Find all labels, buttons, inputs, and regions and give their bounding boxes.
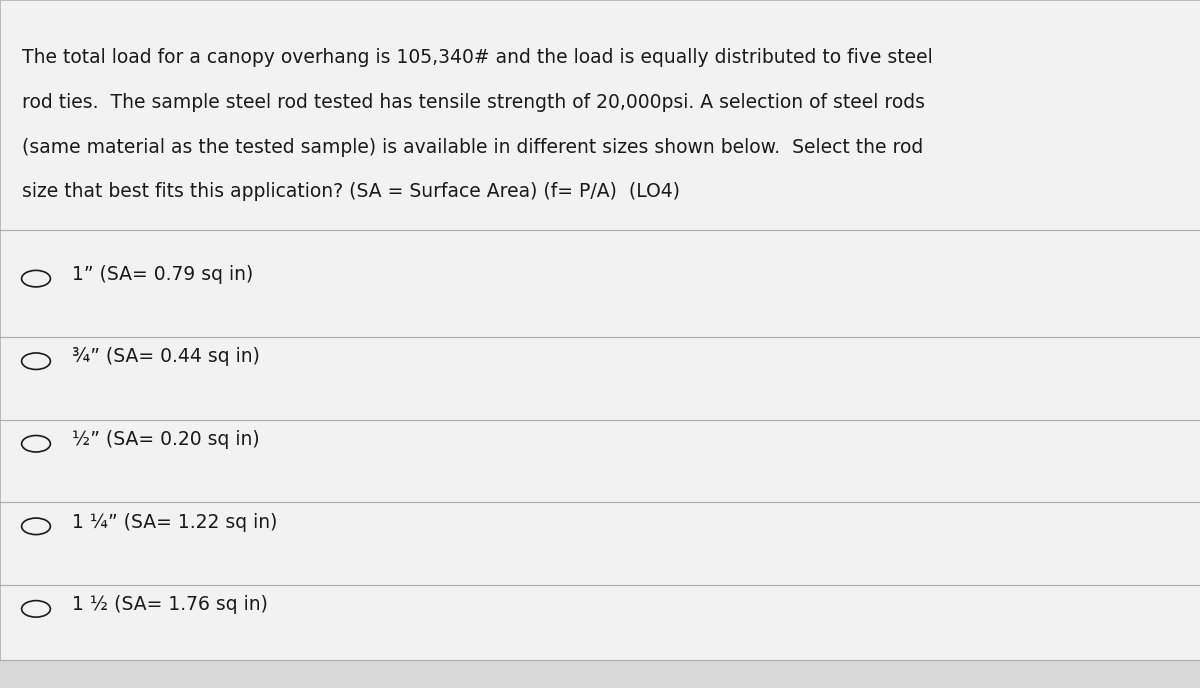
Text: size that best fits this application? (SA = Surface Area) (f= P/A)  (LO4): size that best fits this application? (S… <box>22 182 679 202</box>
Text: ¾” (SA= 0.44 sq in): ¾” (SA= 0.44 sq in) <box>72 347 260 367</box>
FancyBboxPatch shape <box>0 660 1200 688</box>
Text: ½” (SA= 0.20 sq in): ½” (SA= 0.20 sq in) <box>72 430 259 449</box>
Text: (same material as the tested sample) is available in different sizes shown below: (same material as the tested sample) is … <box>22 138 923 157</box>
Text: The total load for a canopy overhang is 105,340# and the load is equally distrib: The total load for a canopy overhang is … <box>22 48 932 67</box>
Text: 1 ½ (SA= 1.76 sq in): 1 ½ (SA= 1.76 sq in) <box>72 595 268 614</box>
Text: 1” (SA= 0.79 sq in): 1” (SA= 0.79 sq in) <box>72 265 253 284</box>
Text: rod ties.  The sample steel rod tested has tensile strength of 20,000psi. A sele: rod ties. The sample steel rod tested ha… <box>22 93 925 112</box>
Text: 1 ¼” (SA= 1.22 sq in): 1 ¼” (SA= 1.22 sq in) <box>72 513 277 532</box>
